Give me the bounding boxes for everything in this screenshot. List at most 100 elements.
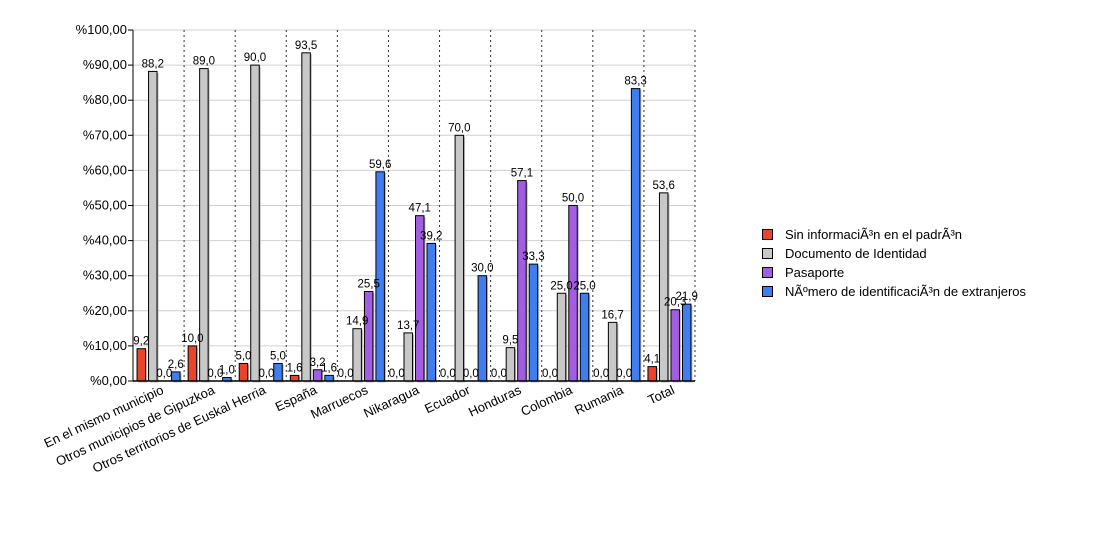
- bar-value-label: 9,5: [502, 335, 518, 347]
- x-tick-label: Colombia: [518, 382, 575, 419]
- legend-swatch: [762, 286, 773, 297]
- bar-value-label: 10,0: [181, 333, 203, 345]
- bar-value-label: 0,0: [542, 368, 558, 380]
- legend-label: NÃºmero de identificaciÃ³n de extranjero…: [785, 284, 1027, 299]
- bar-value-label: 57,1: [511, 168, 533, 180]
- bar-value-label: 0,0: [207, 368, 223, 380]
- legend-label: Documento de Identidad: [785, 246, 927, 261]
- bar: [301, 52, 311, 382]
- bar-value-label: 16,7: [601, 309, 623, 321]
- bar: [454, 134, 465, 382]
- bar: [238, 362, 249, 382]
- bar: [658, 192, 669, 382]
- bar-value-label: 25,0: [573, 280, 595, 292]
- bar: [426, 242, 436, 382]
- bar: [375, 171, 385, 382]
- legend-swatch: [762, 248, 773, 259]
- bar: [528, 263, 539, 382]
- bar: [403, 332, 413, 382]
- bar: [681, 303, 692, 382]
- bar: [250, 64, 260, 382]
- bar: [324, 374, 334, 382]
- bar: [171, 371, 181, 382]
- bar-value-label: 5,0: [235, 350, 251, 362]
- bar: [477, 275, 488, 382]
- x-tick-label: Ecuador: [422, 382, 473, 416]
- bar-value-label: 3,2: [310, 357, 326, 369]
- y-tick-label: %100,00: [76, 22, 127, 37]
- bar-value-label: 14,9: [346, 316, 368, 328]
- legend-swatch: [762, 229, 773, 240]
- y-tick-label: %70,00: [83, 127, 127, 142]
- grid-lines: [133, 29, 695, 347]
- bar-value-label: 70,0: [448, 122, 470, 134]
- y-tick-label: %40,00: [83, 233, 127, 248]
- bar-value-label: 39,2: [420, 230, 442, 242]
- legend-swatch: [762, 267, 773, 278]
- y-tick-label: %50,00: [83, 198, 127, 213]
- bar-value-label: 50,0: [562, 193, 584, 205]
- bar-value-label: 33,3: [522, 251, 544, 263]
- legend-item: Sin informaciÃ³n en el padrÃ³n: [762, 225, 1026, 244]
- bar: [352, 328, 362, 382]
- y-tick-label: %80,00: [83, 92, 127, 107]
- y-tick-label: %0,00: [90, 373, 127, 388]
- bar: [273, 362, 283, 382]
- bar: [568, 205, 578, 382]
- bar: [505, 347, 516, 382]
- legend-label: Pasaporte: [785, 265, 845, 280]
- bar-value-label: 88,2: [142, 58, 164, 70]
- legend-item: Documento de Identidad: [762, 244, 1026, 263]
- bar-value-label: 0,0: [593, 368, 609, 380]
- bars: [136, 52, 693, 383]
- x-tick-label: Total: [645, 382, 676, 407]
- x-tick-label: Nikaragua: [361, 382, 422, 421]
- bar-value-label: 0,0: [440, 368, 456, 380]
- bar-value-label: 13,7: [397, 320, 419, 332]
- y-tick-label: %20,00: [83, 303, 127, 318]
- x-tick-label: Marruecos: [308, 382, 370, 422]
- legend: Sin informaciÃ³n en el padrÃ³n Documento …: [762, 225, 1026, 301]
- bar: [556, 292, 567, 382]
- legend-item: NÃºmero de identificaciÃ³n de extranjero…: [762, 282, 1026, 301]
- bar-value-label: 1,6: [321, 362, 337, 374]
- bar-value-label: 20,3: [664, 297, 686, 309]
- bar-value-label: 83,3: [624, 76, 646, 88]
- bar-value-label: 0,0: [463, 368, 479, 380]
- bar-value-label: 0,0: [616, 368, 632, 380]
- legend-label: Sin informaciÃ³n en el padrÃ³n: [785, 227, 963, 242]
- bar-value-label: 0,0: [491, 368, 507, 380]
- bar-value-label: 4,1: [644, 354, 660, 366]
- y-tick-label: %60,00: [83, 162, 127, 177]
- y-tick-label: %30,00: [83, 268, 127, 283]
- y-tick-label: %10,00: [83, 338, 127, 353]
- bar: [579, 292, 590, 382]
- bar: [136, 348, 147, 382]
- bar-value-label: 25,5: [357, 278, 379, 290]
- bar-value-label: 59,6: [369, 159, 391, 171]
- category-separators: [183, 30, 696, 381]
- x-tick-label: Rumania: [572, 382, 626, 418]
- bar-value-label: 9,2: [133, 336, 149, 348]
- bar: [148, 70, 158, 382]
- bar-value-label: 1,6: [287, 362, 303, 374]
- bar-value-label: 0,0: [258, 368, 274, 380]
- bar-value-label: 1,0: [219, 364, 235, 376]
- bar-value-label: 0,0: [389, 368, 405, 380]
- bar: [630, 88, 641, 382]
- bar: [363, 290, 374, 382]
- bar-value-label: 47,1: [409, 203, 431, 215]
- x-tick-label: Honduras: [466, 382, 524, 420]
- bar: [647, 366, 657, 382]
- bar-value-label: 93,5: [295, 40, 317, 52]
- bar: [187, 345, 198, 382]
- bar: [289, 374, 300, 382]
- bar-value-label: 2,6: [168, 359, 184, 371]
- bar-value-label: 5,0: [270, 350, 286, 362]
- bar-value-label: 90,0: [244, 52, 266, 64]
- bar-value-label: 30,0: [471, 263, 493, 275]
- bar-value-label: 89,0: [193, 56, 215, 68]
- y-tick-label: %90,00: [83, 57, 127, 72]
